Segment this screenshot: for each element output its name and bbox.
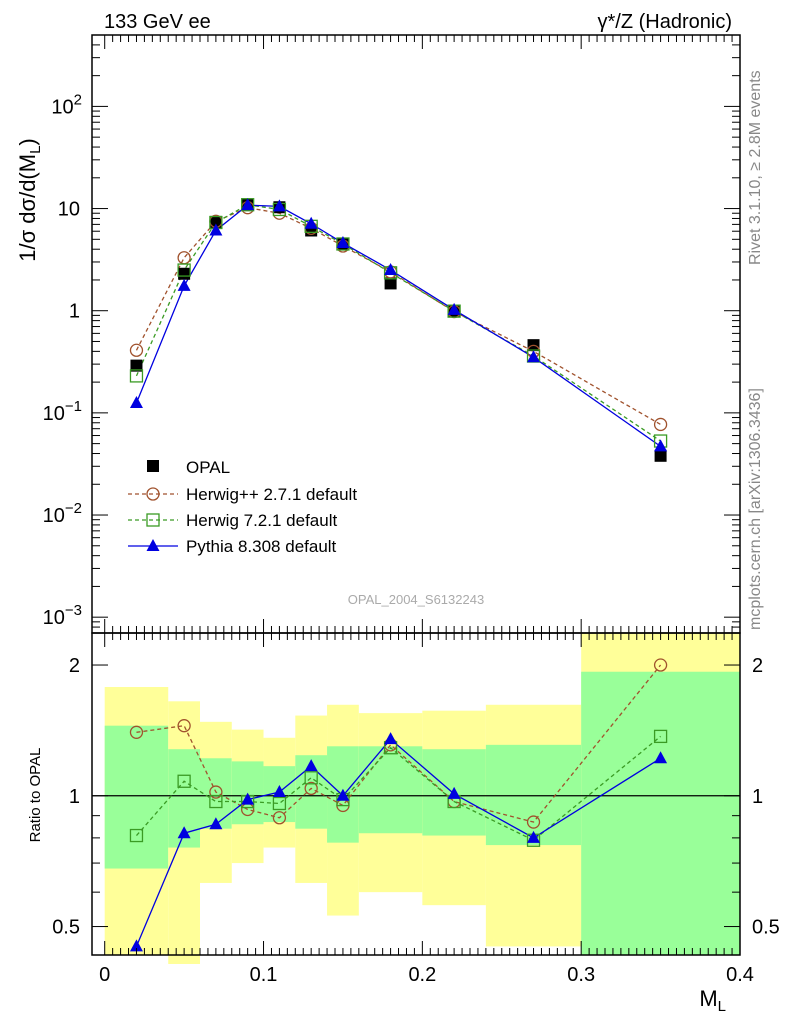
side-label-top: Rivet 3.1.10, ≥ 2.8M events: [747, 70, 764, 265]
main-ytick-label-1: 10−2: [43, 500, 82, 527]
main-ytick-label-3: 1: [69, 301, 80, 323]
ratio-frame: [91, 632, 741, 956]
ratio-point-herwig7-5: [304, 771, 318, 785]
x-tick-label-0: 0: [99, 964, 110, 986]
main-point-pythia-0: [129, 395, 143, 408]
main-point-herwig7-1: [177, 263, 191, 277]
legend-marker-herwig7: [146, 513, 160, 527]
ratio-band-green-9: [485, 744, 582, 846]
main-point-pythia-1: [177, 278, 191, 291]
header-left: 133 GeV ee: [104, 11, 211, 33]
main-line-herwig7: [135, 204, 661, 442]
ratio-point-pythia-8: [447, 786, 461, 799]
ratio-band-green-10: [581, 671, 740, 955]
ratio-point-herwigpp-10: [653, 658, 668, 672]
legend-marker-pythia: [146, 539, 160, 551]
main-point-opal-7: [384, 277, 397, 290]
ratio-band-green-7: [358, 746, 423, 834]
ratio-ytick-label-left-2: 2: [69, 655, 80, 677]
main-point-pythia-6: [336, 236, 350, 249]
side-label-bottom: mcplots.cern.ch [arXiv:1306.3436]: [747, 388, 764, 630]
legend-label-herwigpp: Herwig++ 2.7.1 default: [186, 485, 357, 504]
main-point-herwigpp-10: [653, 417, 668, 432]
ratio-point-pythia-5: [304, 759, 318, 772]
ratio-ylabel: Ratio to OPAL: [27, 748, 44, 843]
ratio-point-pythia-10: [654, 751, 668, 764]
legend-marker-opal: [147, 460, 159, 472]
ratio-point-herwig7-1: [177, 774, 191, 788]
main-point-pythia-10: [654, 439, 668, 452]
ratio-point-herwigpp-1: [177, 719, 191, 733]
ratio-ytick-label-right-2: 2: [752, 655, 763, 677]
ratio-line-herwigpp: [136, 664, 662, 823]
x-tick-label-4: 0.4: [726, 964, 754, 986]
main-ylabel: 1/σ dσ/d(ML): [15, 138, 44, 262]
reference-label: OPAL_2004_S6132243: [348, 592, 484, 607]
ratio-band-green-0: [104, 725, 169, 869]
x-tick-label-1: 0.1: [250, 964, 278, 986]
legend-label-pythia: Pythia 8.308 default: [186, 537, 337, 556]
main-point-opal-0: [130, 359, 143, 372]
main-point-herwigpp-1: [177, 251, 191, 265]
ratio-point-pythia-6: [336, 788, 350, 801]
ratio-point-pythia-2: [209, 817, 223, 830]
main-point-opal-1: [178, 267, 191, 280]
ratio-point-pythia-3: [241, 792, 255, 805]
ratio-point-herwig7-4: [272, 796, 287, 811]
ratio-point-pythia-7: [384, 732, 398, 745]
main-point-pythia-3: [241, 198, 255, 211]
ratio-point-herwigpp-0: [129, 725, 144, 739]
ratio-band-green-2: [200, 758, 232, 829]
main-point-pythia-7: [384, 263, 398, 276]
main-ytick-label-4: 10: [58, 199, 80, 221]
main-point-herwig7-0: [129, 369, 144, 383]
ratio-ytick-label-left-0: 0.5: [52, 917, 80, 939]
legend-label-herwig7: Herwig 7.2.1 default: [186, 511, 337, 530]
main-point-opal-2: [209, 215, 222, 228]
ratio-line-herwig7: [135, 735, 661, 842]
main-ytick-label-5: 102: [51, 91, 82, 118]
ratio-ytick-label-right-0: 0.5: [752, 917, 780, 939]
ratio-point-herwig7-2: [209, 794, 223, 809]
ratio-point-pythia-4: [272, 785, 286, 798]
main-line-pythia: [135, 204, 661, 447]
legend-marker-herwigpp: [146, 487, 160, 501]
main-point-pythia-4: [272, 199, 286, 212]
ratio-point-pythia-0: [129, 939, 143, 952]
ratio-ytick-label-left-1: 1: [69, 786, 80, 808]
ratio-point-herwigpp-2: [209, 785, 223, 799]
ratio-point-herwig7-0: [129, 828, 144, 843]
ratio-ytick-label-right-1: 1: [752, 786, 763, 808]
main-point-pythia-9: [527, 350, 541, 363]
main-point-herwigpp-0: [129, 343, 144, 357]
x-axis-label: ML: [699, 986, 726, 1015]
ratio-point-herwigpp-5: [304, 781, 318, 796]
main-ytick-label-2: 10−1: [43, 398, 82, 425]
ratio-point-herwig7-10: [653, 729, 668, 744]
x-tick-label-3: 0.3: [567, 964, 595, 986]
header-right: γ*/Z (Hadronic): [598, 11, 732, 33]
main-point-pythia-5: [304, 216, 318, 229]
main-ytick-label-0: 10−3: [43, 602, 82, 629]
ratio-point-pythia-1: [177, 826, 191, 839]
ratio-point-pythia-9: [527, 830, 541, 843]
legend-label-opal: OPAL: [186, 458, 230, 477]
main-point-opal-10: [654, 449, 667, 462]
legend: OPAL Herwig++ 2.7.1 default Herwig 7.2.1…: [128, 458, 357, 556]
main-point-pythia-2: [209, 223, 223, 236]
ratio-point-herwigpp-4: [272, 811, 287, 825]
x-tick-label-2: 0.2: [408, 964, 436, 986]
main-point-pythia-8: [447, 302, 461, 315]
ratio-point-herwigpp-9: [526, 815, 541, 829]
